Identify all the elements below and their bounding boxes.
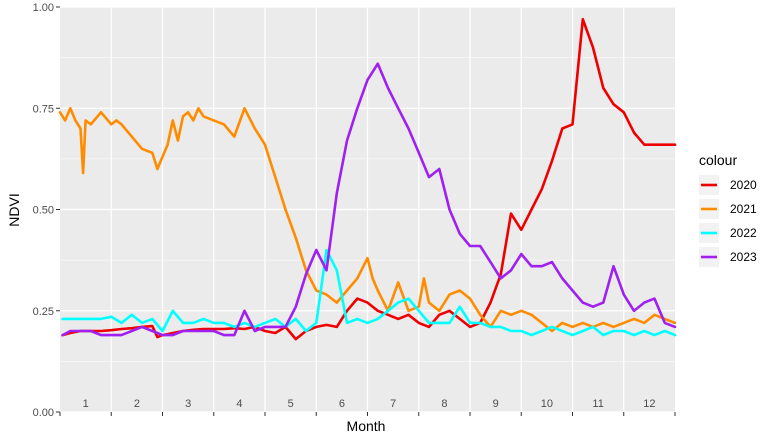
- legend: colour 2020 2021 2022 2023: [699, 152, 757, 267]
- month-label: 7: [390, 398, 396, 410]
- y-tick-label: 0.25: [33, 306, 54, 318]
- y-tick-label: 0.75: [33, 103, 54, 115]
- month-label: 4: [236, 398, 242, 410]
- legend-title: colour: [699, 152, 737, 168]
- x-axis-title: Month: [347, 418, 386, 434]
- y-tick-label: 0.00: [33, 407, 54, 419]
- y-tick-label: 1.00: [33, 2, 54, 14]
- series-line-2023: [61, 62, 677, 337]
- month-label: 6: [339, 398, 345, 410]
- month-label: 12: [643, 398, 655, 410]
- month-label: 5: [288, 398, 294, 410]
- series-lines: [58, 17, 677, 341]
- month-label: 3: [185, 398, 191, 410]
- series-line-2022: [61, 248, 677, 337]
- month-label: 1: [83, 398, 89, 410]
- month-label: 8: [441, 398, 447, 410]
- month-label: 9: [493, 398, 499, 410]
- month-label: 10: [541, 398, 553, 410]
- legend-label-2021: 2021: [730, 202, 757, 216]
- y-axis-title: NDVI: [6, 193, 22, 226]
- legend-label-2022: 2022: [730, 226, 757, 240]
- month-label: 11: [592, 398, 603, 410]
- axes: 1 2 3 4 5 6 7 8 9 10 11 120.000.250.500.751.00: [33, 2, 676, 419]
- legend-label-2023: 2023: [730, 250, 757, 264]
- y-tick-label: 0.50: [33, 205, 54, 217]
- legend-label-2020: 2020: [730, 178, 757, 192]
- month-label: 2: [134, 398, 140, 410]
